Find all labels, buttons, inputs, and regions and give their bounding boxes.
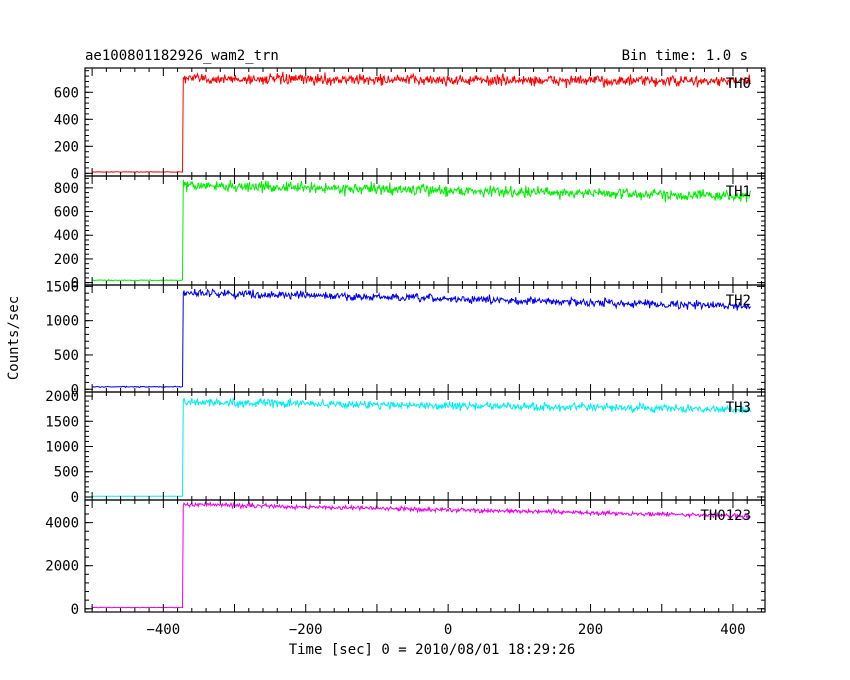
y-tick-label: 400 bbox=[54, 228, 79, 244]
panel-label-th2: TH2 bbox=[726, 293, 751, 309]
y-tick-label: 2000 bbox=[45, 389, 79, 405]
x-axis-label: Time [sec] 0 = 2010/08/01 18:29:26 bbox=[289, 642, 576, 658]
y-tick-label: 500 bbox=[54, 465, 79, 481]
y-tick-label: 0 bbox=[71, 276, 79, 292]
y-tick-label: 200 bbox=[54, 139, 79, 155]
panel-label-th0: TH0 bbox=[726, 76, 751, 92]
panel-th3: 0 500 1000 1500 2000 TH3 bbox=[45, 389, 766, 506]
y-tick-label: 400 bbox=[54, 112, 79, 128]
panel-frame bbox=[84, 175, 766, 286]
series-line-th3 bbox=[92, 396, 752, 497]
y-tick-label: 0 bbox=[71, 166, 79, 182]
panel-th0: 0 200 400 600 TH0 bbox=[54, 67, 766, 182]
x-tick-label: 400 bbox=[720, 622, 745, 638]
panel-frame bbox=[84, 499, 766, 613]
y-tick-label: 1000 bbox=[45, 314, 79, 330]
bin-time-label: Bin time: 1.0 s bbox=[622, 48, 748, 64]
x-tick-label: 200 bbox=[578, 622, 603, 638]
y-tick-label: 500 bbox=[54, 348, 79, 364]
panel-th1: 0 200 400 600 800 TH1 bbox=[54, 175, 766, 292]
x-axis-ticks: −400 −200 0 200 400 bbox=[146, 622, 745, 638]
x-tick-label: 0 bbox=[444, 622, 452, 638]
y-tick-label: 0 bbox=[71, 490, 79, 506]
y-tick-label: 600 bbox=[54, 85, 79, 101]
y-tick-label: 200 bbox=[54, 252, 79, 268]
y-tick-label: 1500 bbox=[45, 414, 79, 430]
panel-label-th1: TH1 bbox=[726, 184, 751, 200]
panel-label-th0123: TH0123 bbox=[700, 508, 751, 524]
y-tick-label: 2000 bbox=[45, 559, 79, 575]
series-line-th0123 bbox=[91, 501, 751, 609]
x-tick-label: −400 bbox=[146, 622, 180, 638]
x-tick-label: −200 bbox=[289, 622, 323, 638]
y-tick-label: 0 bbox=[71, 602, 79, 618]
chart-title: ae100801182926_wam2_trn bbox=[85, 48, 279, 64]
y-tick-label: 1500 bbox=[45, 279, 79, 295]
y-tick-label: 4000 bbox=[45, 516, 79, 532]
panels-group: 0 200 400 600 TH0 0 200 400 600 800 TH1 0 500 1000 150… bbox=[45, 67, 766, 618]
y-tick-label: 600 bbox=[54, 205, 79, 221]
y-tick-label: 800 bbox=[54, 181, 79, 197]
series-line-th0 bbox=[92, 71, 752, 173]
y-tick-label: 1000 bbox=[45, 440, 79, 456]
panel-label-th3: TH3 bbox=[726, 400, 751, 416]
series-line-th2 bbox=[91, 288, 752, 389]
panel-frame bbox=[84, 284, 766, 393]
panel-th2: 0 500 1000 1500 TH2 bbox=[45, 279, 766, 398]
panel-th0123: 0 2000 4000 TH0123 bbox=[45, 499, 766, 618]
y-axis-label: Counts/sec bbox=[6, 296, 22, 380]
y-tick-label: 0 bbox=[71, 382, 79, 398]
series-line-th1 bbox=[91, 179, 752, 282]
